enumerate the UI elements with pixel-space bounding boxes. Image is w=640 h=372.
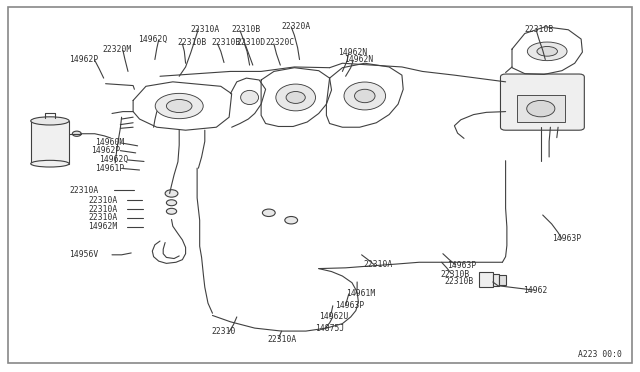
Text: 22310B: 22310B [440, 270, 470, 279]
Circle shape [72, 131, 81, 137]
Text: 14962U: 14962U [319, 312, 348, 321]
Text: 14962M: 14962M [88, 222, 118, 231]
Ellipse shape [156, 93, 204, 119]
Text: 22310A: 22310A [364, 260, 393, 269]
Ellipse shape [241, 90, 259, 105]
Text: 14962P: 14962P [92, 146, 121, 155]
Circle shape [166, 208, 177, 214]
Text: 22310B: 22310B [211, 38, 241, 47]
Text: 22310B: 22310B [525, 25, 554, 34]
Bar [31, 121, 69, 164]
Text: 22320A: 22320A [282, 22, 311, 31]
Ellipse shape [286, 92, 305, 103]
Text: 14962N: 14962N [344, 55, 374, 64]
Text: 14962: 14962 [524, 286, 548, 295]
Text: 14962N: 14962N [338, 48, 367, 57]
Text: 14963P: 14963P [552, 234, 581, 243]
Ellipse shape [31, 117, 69, 125]
Bar [493, 274, 499, 286]
Text: 14961M: 14961M [346, 289, 375, 298]
Bar [499, 275, 506, 285]
Ellipse shape [527, 42, 567, 61]
Text: 22310A: 22310A [88, 205, 118, 214]
Text: A223 00:0: A223 00:0 [578, 350, 622, 359]
Text: 14963P: 14963P [447, 261, 476, 270]
Text: 14875J: 14875J [315, 324, 344, 333]
Bar [517, 95, 565, 122]
Ellipse shape [166, 99, 192, 112]
FancyBboxPatch shape [500, 74, 584, 130]
Circle shape [262, 209, 275, 217]
Ellipse shape [355, 89, 375, 103]
Text: 22320M: 22320M [102, 45, 132, 54]
Text: 22310B: 22310B [445, 278, 474, 286]
Text: 22310A: 22310A [69, 186, 99, 195]
Circle shape [166, 200, 177, 206]
Text: 22310B: 22310B [232, 25, 261, 33]
Text: 22310A: 22310A [88, 214, 118, 222]
Ellipse shape [276, 84, 316, 111]
Text: 14961P: 14961P [95, 164, 124, 173]
Text: 14956V: 14956V [69, 250, 99, 259]
Text: 22310: 22310 [211, 327, 236, 336]
Text: 14963P: 14963P [335, 301, 365, 310]
Bar [479, 272, 493, 287]
Text: 22310B: 22310B [178, 38, 207, 47]
Ellipse shape [537, 46, 557, 56]
Text: 14962Q: 14962Q [99, 155, 129, 164]
Text: 22320C: 22320C [266, 38, 295, 47]
Text: 14962Q: 14962Q [138, 35, 167, 44]
Text: 22310A: 22310A [88, 196, 118, 205]
Circle shape [527, 100, 555, 117]
Text: 14962P: 14962P [69, 55, 99, 64]
Circle shape [165, 190, 178, 197]
Ellipse shape [31, 160, 69, 167]
Text: 22310D: 22310D [237, 38, 266, 47]
Text: 14960M: 14960M [95, 138, 124, 147]
Text: 22310A: 22310A [268, 335, 297, 344]
Text: 22310A: 22310A [191, 25, 220, 33]
Circle shape [285, 217, 298, 224]
Ellipse shape [344, 82, 385, 110]
